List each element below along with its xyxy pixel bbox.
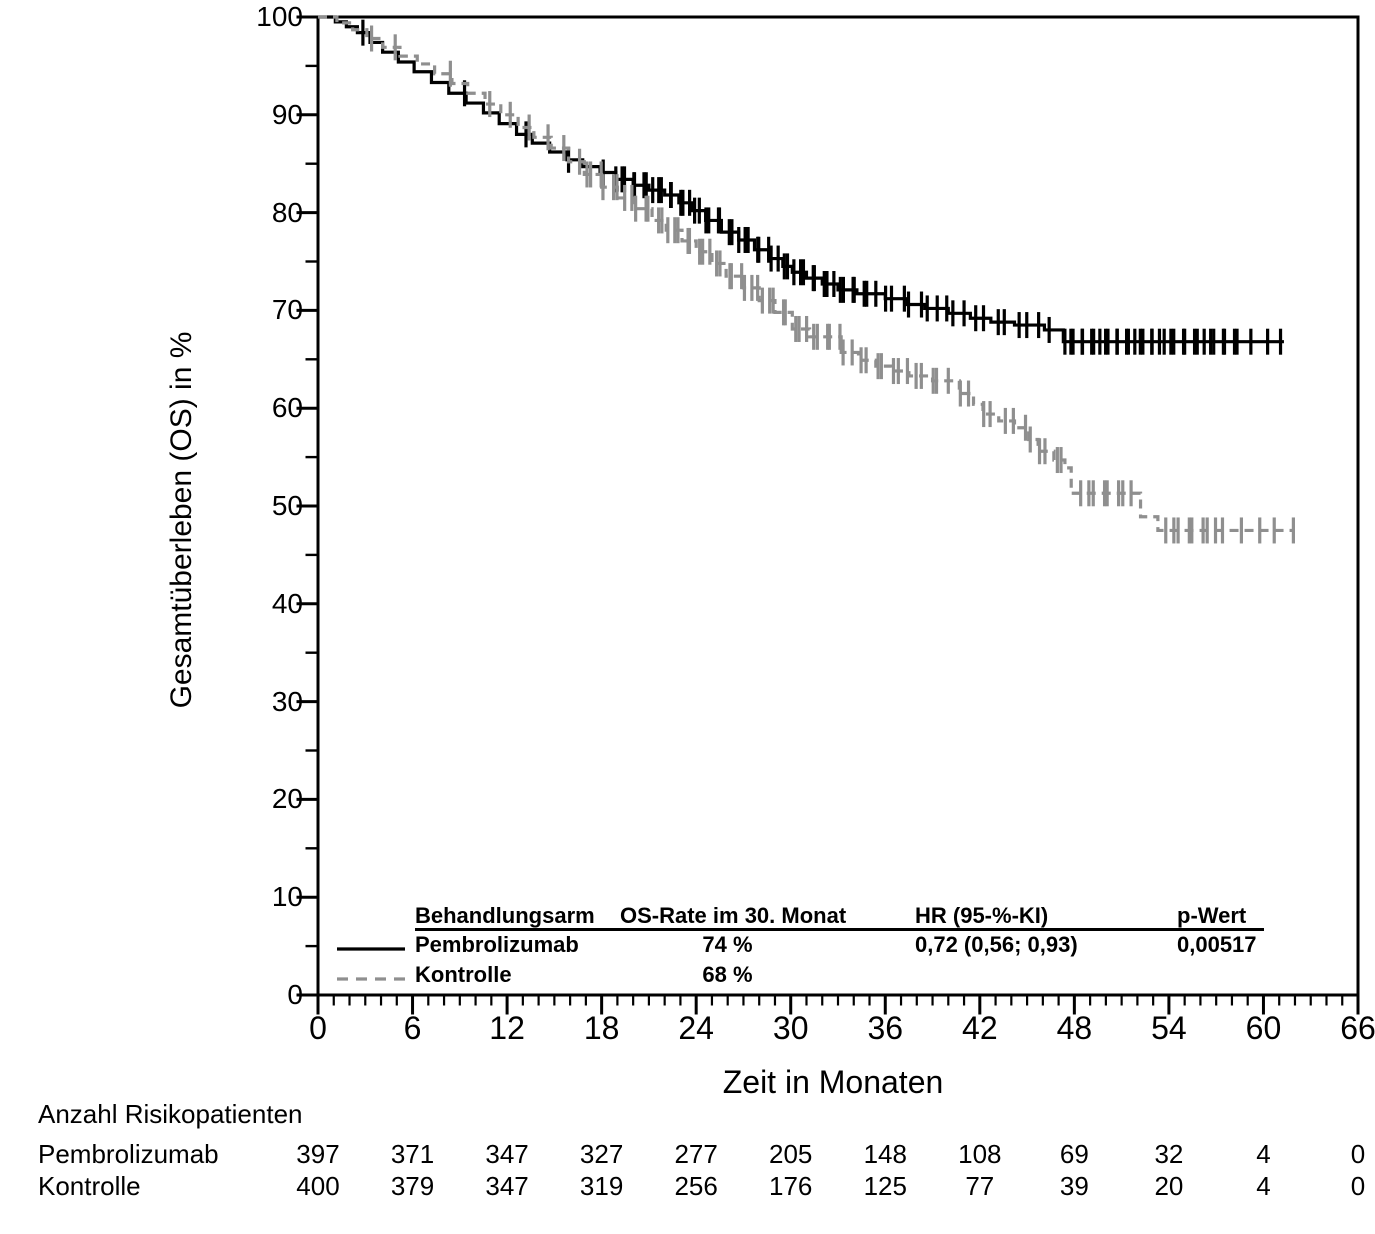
x-tick-label-18: 18 [583,1010,620,1046]
risk-row-kontrolle-label: Kontrolle [38,1171,141,1201]
x-tick-label-6: 6 [403,1010,422,1046]
y-tick-label-30: 30 [271,685,303,717]
x-tick-label-48: 48 [1056,1010,1093,1046]
plot-frame [316,15,1360,997]
x-tick-label-66: 66 [1340,1010,1375,1046]
risk-count-kontrolle-m12: 347 [485,1171,529,1201]
legend-row-pembrolizumab-hr: 0,72 (0,56; 0,93) [915,932,1078,957]
y-tick-label-60: 60 [271,392,303,424]
risk-count-pembrolizumab-m0: 397 [296,1139,340,1169]
x-tick-label-12: 12 [489,1010,525,1046]
risk-count-pembrolizumab-m24: 277 [674,1139,718,1169]
risk-count-kontrolle-m42: 77 [965,1171,995,1201]
y-tick-label-0: 0 [287,979,303,1010]
risk-count-kontrolle-m30: 176 [769,1171,813,1201]
y-tick-label-70: 70 [271,294,303,326]
risk-count-kontrolle-m48: 39 [1059,1171,1089,1201]
risk-count-kontrolle-m54: 20 [1154,1171,1184,1201]
legend-row-pembrolizumab-pvalue: 0,00517 [1177,932,1257,957]
risk-count-kontrolle-m0: 400 [296,1171,340,1201]
risk-count-pembrolizumab-m36: 148 [863,1139,907,1169]
legend-row-pembrolizumab-label: Pembrolizumab [415,932,579,957]
x-tick-label-0: 0 [309,1010,327,1046]
x-tick-label-24: 24 [678,1010,714,1046]
risk-count-kontrolle-m36: 125 [863,1171,907,1201]
legend-header-pvalue: p-Wert [1177,903,1247,928]
curve-pembrolizumab [318,15,1284,344]
x-tick-label-30: 30 [772,1010,809,1046]
legend-header-arm: Behandlungsarm [415,903,595,928]
risk-count-kontrolle-m6: 379 [390,1171,435,1201]
x-tick-label-60: 60 [1245,1010,1282,1046]
y-tick-label-50: 50 [271,490,303,521]
x-tick-label-54: 54 [1151,1010,1187,1046]
risk-count-pembrolizumab-m60: 4 [1256,1139,1271,1169]
legend-row-kontrolle-os-rate: 68 % [702,962,753,987]
legend-header-os-rate: OS-Rate im 30. Monat [620,903,847,928]
risk-count-pembrolizumab-m42: 108 [958,1139,1002,1169]
risk-count-pembrolizumab-m30: 205 [769,1139,813,1169]
y-axis-title: Gesamtüberleben (OS) in % [165,331,198,709]
y-tick-label-10: 10 [271,881,303,913]
legend-header-hr: HR (95-%-KI) [915,903,1049,928]
risk-table-title: Anzahl Risikopatienten [38,1099,303,1129]
risk-count-pembrolizumab-m54: 32 [1154,1139,1184,1169]
risk-count-pembrolizumab-m66: 0 [1350,1139,1366,1169]
risk-count-kontrolle-m60: 4 [1256,1171,1271,1201]
y-tick-label-20: 20 [271,783,303,815]
y-tick-label-90: 90 [271,98,303,130]
risk-count-kontrolle-m24: 256 [674,1171,718,1201]
risk-count-pembrolizumab-m6: 371 [390,1139,435,1169]
risk-count-pembrolizumab-m48: 69 [1059,1139,1089,1169]
y-tick-label-100: 100 [256,1,303,32]
risk-count-kontrolle-m66: 0 [1350,1171,1366,1201]
x-axis-title: Zeit in Monaten [722,1064,944,1100]
risk-count-pembrolizumab-m12: 347 [485,1139,529,1169]
legend-row-kontrolle-label: Kontrolle [415,962,512,987]
risk-count-pembrolizumab-m18: 327 [579,1139,624,1169]
risk-count-kontrolle-m18: 319 [579,1171,624,1201]
risk-row-pembrolizumab-label: Pembrolizumab [38,1139,219,1169]
x-tick-label-42: 42 [962,1010,998,1046]
y-tick-label-40: 40 [271,587,303,619]
y-tick-label-80: 80 [271,196,303,228]
x-tick-label-36: 36 [867,1010,904,1046]
legend-header-rule [415,928,1264,931]
legend-row-pembrolizumab-os-rate: 74 % [702,932,753,957]
